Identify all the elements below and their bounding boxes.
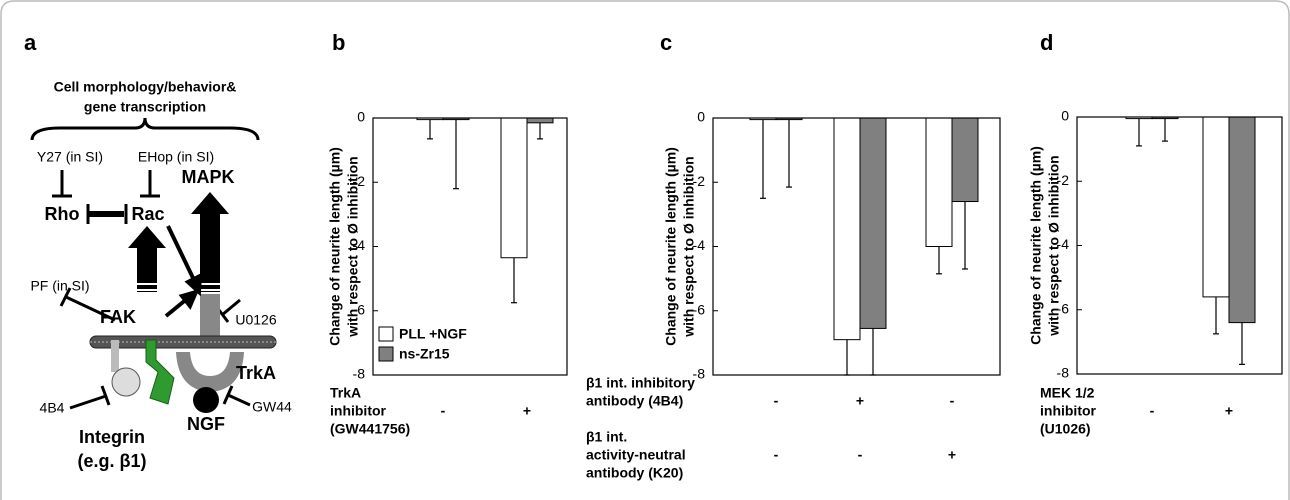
arrows <box>164 225 203 318</box>
legend-label: ns-Zr15 <box>399 346 450 362</box>
label: EHop (in SI) <box>138 149 214 165</box>
condition-label: antibody (K20) <box>586 465 683 481</box>
condition-sign: - <box>774 393 779 409</box>
y-axis-label: Change of neurite length (µm) <box>663 147 679 346</box>
y-tick-label: -6 <box>353 301 366 317</box>
y-tick-label: 0 <box>697 109 705 125</box>
legend-swatch <box>378 326 394 342</box>
node: (e.g. β1) <box>78 451 147 471</box>
node: FAK <box>100 307 136 327</box>
condition-label: antibody (4B4) <box>586 393 683 409</box>
y-tick-label: -8 <box>1057 365 1070 381</box>
node: MAPK <box>182 167 235 187</box>
y-tick-label: -8 <box>693 366 706 382</box>
condition-label: (U1026) <box>1040 421 1091 437</box>
y-tick-label: -8 <box>353 366 366 382</box>
y-axis-label: Change of neurite length (µm) <box>1028 146 1044 345</box>
brace <box>30 117 260 141</box>
diagram-title: Cell morphology/behavior& <box>54 79 237 95</box>
label: GW44 <box>252 399 292 415</box>
condition-sign: + <box>1225 403 1233 419</box>
condition-sign: + <box>856 393 864 409</box>
condition-sign: - <box>1150 403 1155 419</box>
y-tick-label: -6 <box>1057 300 1070 316</box>
condition-label: inhibitor <box>1040 403 1097 419</box>
y-axis-label: with respect to Ø inhibition <box>681 156 697 337</box>
condition-label: activity-neutral <box>586 447 686 463</box>
y-axis-label: Change of neurite length (µm) <box>327 147 343 346</box>
integrin-beta <box>145 339 175 405</box>
bar <box>1228 116 1256 324</box>
legend-label: PLL +NGF <box>399 326 467 342</box>
panel-label: c <box>660 30 672 55</box>
bar <box>925 117 953 247</box>
bar <box>859 117 887 329</box>
y-axis-label: with respect to Ø inhibition <box>345 156 361 337</box>
condition-label: β1 int. <box>586 429 627 445</box>
diagram-title: gene transcription <box>84 99 206 115</box>
condition-sign: - <box>774 447 779 463</box>
condition-sign: + <box>948 447 956 463</box>
pathway-diagram: Cell morphology/behavior& gene transcrip… <box>30 79 292 471</box>
arrow <box>191 192 229 292</box>
label: 4B4 <box>40 400 65 416</box>
condition-label: β1 int. inhibitory <box>586 375 695 391</box>
y-tick-label: 0 <box>357 109 365 125</box>
node: NGF <box>187 414 225 434</box>
panel-label: a <box>24 30 37 55</box>
condition-label: MEK 1/2 <box>1040 385 1095 401</box>
node: Rac <box>131 204 164 224</box>
node: Integrin <box>79 427 145 447</box>
node: TrkA <box>236 363 276 383</box>
legend-swatch <box>378 346 394 362</box>
y-tick-label: -4 <box>353 237 366 253</box>
ngf <box>193 387 219 413</box>
condition-sign: + <box>523 403 531 419</box>
y-tick-label: -2 <box>1057 172 1070 188</box>
arrow <box>128 226 166 292</box>
y-tick-label: -2 <box>353 173 366 189</box>
trka-stem <box>200 294 220 336</box>
condition-sign: - <box>950 393 955 409</box>
label: PF (in SI) <box>30 278 89 294</box>
condition-label: TrkA <box>330 385 361 401</box>
bar <box>1202 116 1230 298</box>
y-axis-label: with respect to Ø inhibition <box>1046 155 1062 336</box>
condition-sign: - <box>858 447 863 463</box>
condition-sign: - <box>441 403 446 419</box>
condition-label: inhibitor <box>330 403 387 419</box>
y-tick-label: -4 <box>1057 236 1070 252</box>
bar <box>951 117 979 203</box>
node: Rho <box>45 204 80 224</box>
panel-label: b <box>332 30 345 55</box>
plot-frame <box>1076 116 1283 375</box>
bar <box>833 117 861 341</box>
label: U0126 <box>235 312 276 328</box>
plot-frame <box>712 117 1001 376</box>
y-tick-label: -6 <box>693 301 706 317</box>
y-tick-label: -2 <box>693 173 706 189</box>
panel-label: d <box>1040 30 1053 55</box>
condition-label: (GW441756) <box>330 421 410 437</box>
bar <box>526 117 554 124</box>
y-tick-label: -4 <box>693 237 706 253</box>
arrow-stripes <box>137 283 220 291</box>
trka <box>176 352 244 392</box>
y-tick-label: 0 <box>1061 108 1069 124</box>
integrin-head <box>111 367 141 397</box>
plot-frame <box>372 117 568 376</box>
label: Y27 (in SI) <box>37 149 103 165</box>
bar <box>500 117 528 259</box>
